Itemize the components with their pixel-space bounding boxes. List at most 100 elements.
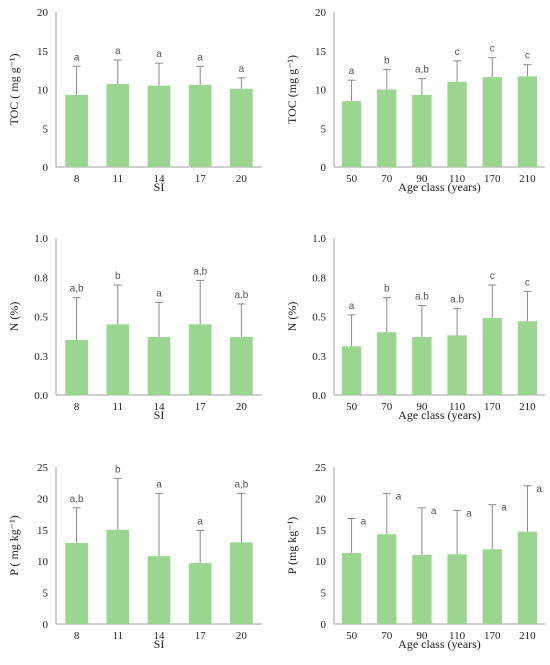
y-tick-label: 0.5 [312, 312, 326, 324]
bar [188, 324, 212, 395]
panel-p-age: 0 5 10 15 20 25 P (mg kg⁻¹) Age class (years) 50… [285, 462, 545, 651]
x-tick-label: 50 [346, 630, 358, 642]
x-axis-label: SI [154, 637, 165, 651]
x-tick-label: 17 [195, 173, 207, 185]
y-tick-label: 0.3 [34, 351, 48, 363]
y-tick-label: 0 [321, 619, 327, 631]
bar [188, 84, 212, 167]
x-tick-label: 14 [154, 401, 166, 413]
y-axis-label: TOC (mg g⁻¹) [285, 55, 299, 124]
bar [106, 529, 130, 624]
bar [517, 76, 538, 167]
y-tick-label: 20 [315, 493, 327, 505]
bar [447, 554, 467, 624]
y-tick-label: 25 [37, 462, 49, 474]
y-tick-label: 0 [321, 162, 327, 174]
significance-label: a [197, 516, 203, 527]
panel-n-si: 0.0 0.3 0.5 0.8 1.0 N (%) SI 8 a,b 11 b 14 a 17 a,b 20 a… [7, 233, 262, 422]
x-tick-label: 50 [346, 173, 358, 185]
bar [377, 332, 397, 395]
y-axis-label: N (%) [7, 302, 21, 332]
bar [377, 534, 397, 624]
bar [106, 324, 130, 395]
x-tick-label: 70 [381, 173, 393, 185]
bar [517, 531, 538, 624]
bar [377, 89, 397, 167]
y-tick-label: 15 [37, 525, 49, 537]
bar [147, 556, 171, 624]
x-tick-label: 17 [195, 401, 207, 413]
significance-label: a,b [70, 284, 84, 295]
x-tick-label: 20 [236, 401, 248, 413]
bar [230, 88, 253, 167]
x-tick-label: 8 [74, 173, 80, 185]
y-tick-label: 0.5 [34, 312, 48, 324]
bar [147, 336, 171, 395]
bar [65, 94, 88, 167]
significance-label: b [384, 284, 390, 295]
x-tick-label: 70 [381, 401, 393, 413]
significance-label: a [156, 479, 162, 490]
bar [447, 81, 467, 167]
x-tick-label: 14 [154, 173, 166, 185]
bar [482, 318, 502, 395]
y-axis-label: N (%) [285, 302, 299, 332]
significance-label: c [525, 277, 530, 288]
y-tick-label: 15 [315, 46, 327, 58]
x-tick-label: 210 [519, 173, 536, 185]
significance-label: a.b [415, 292, 429, 303]
x-tick-label: 90 [416, 401, 428, 413]
x-tick-label: 170 [484, 401, 501, 413]
panel-toc-age: 0 5 10 15 20 TOC (mg g⁻¹) Age class (years) 50 a… [285, 7, 545, 194]
x-tick-label: 17 [195, 630, 207, 642]
x-axis-label: SI [154, 408, 165, 422]
y-tick-label: 0.0 [34, 390, 48, 402]
x-tick-label: 8 [74, 401, 80, 413]
x-axis-label: Age class (years) [398, 637, 481, 651]
significance-label: b [115, 271, 121, 282]
x-tick-label: 90 [416, 173, 428, 185]
significance-label: a,b [234, 290, 248, 301]
x-tick-label: 170 [484, 630, 501, 642]
significance-label: a [197, 52, 203, 63]
y-tick-label: 0 [43, 162, 49, 174]
y-tick-label: 5 [321, 588, 327, 600]
significance-label: b [115, 464, 121, 475]
bar [412, 336, 432, 395]
y-tick-label: 5 [321, 123, 327, 135]
significance-label: a,b [70, 494, 84, 505]
bar [188, 563, 212, 624]
significance-label: a [431, 506, 437, 517]
x-tick-label: 170 [484, 173, 501, 185]
significance-label: a [466, 508, 472, 519]
bar [482, 77, 502, 167]
significance-label: a [396, 491, 402, 502]
y-tick-label: 5 [43, 588, 49, 600]
bar [447, 335, 467, 395]
x-tick-label: 14 [154, 630, 166, 642]
bar [65, 542, 88, 624]
y-tick-label: 0.3 [312, 351, 326, 363]
significance-label: a [74, 52, 80, 63]
y-tick-label: 10 [315, 85, 327, 97]
y-axis-label: P (mg kg⁻¹) [285, 517, 299, 575]
x-axis-label: Age class (years) [398, 408, 481, 422]
x-axis-label: Age class (years) [398, 180, 481, 194]
x-tick-label: 11 [113, 173, 124, 185]
x-tick-label: 110 [449, 401, 466, 413]
significance-label: a.b [450, 295, 464, 306]
significance-label: a,b [415, 65, 429, 76]
y-tick-label: 10 [315, 556, 327, 568]
bar [65, 340, 88, 395]
significance-label: c [490, 271, 495, 282]
significance-label: a [361, 516, 367, 527]
y-tick-label: 15 [315, 525, 327, 537]
bar [341, 101, 362, 167]
y-tick-label: 10 [37, 85, 49, 97]
x-tick-label: 11 [113, 630, 124, 642]
bar [412, 554, 432, 624]
y-tick-label: 10 [37, 556, 49, 568]
significance-label: a [156, 49, 162, 60]
bar [517, 321, 538, 395]
